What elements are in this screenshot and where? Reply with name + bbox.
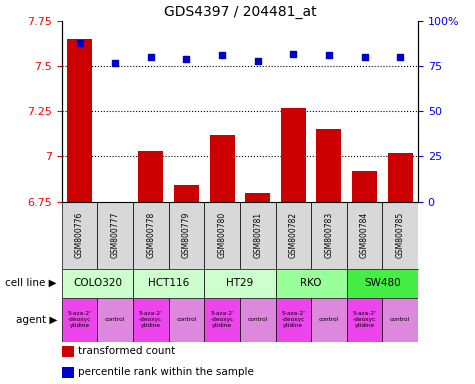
Bar [276, 298, 311, 342]
Point [218, 52, 226, 58]
Bar [97, 298, 133, 342]
Point [325, 52, 332, 58]
Bar [62, 269, 133, 298]
Bar [311, 298, 347, 342]
Bar [281, 108, 306, 202]
Bar [174, 185, 199, 202]
Point [254, 58, 261, 64]
Bar [311, 202, 347, 269]
Text: GSM800778: GSM800778 [146, 212, 155, 258]
Text: GSM800781: GSM800781 [253, 212, 262, 258]
Text: agent ▶: agent ▶ [16, 314, 57, 325]
Text: GSM800783: GSM800783 [324, 212, 333, 258]
Bar [133, 298, 169, 342]
Point [289, 51, 297, 57]
Point [147, 54, 155, 60]
Bar [388, 153, 413, 202]
Text: 5-aza-2'
-deoxyc
ytidine: 5-aza-2' -deoxyc ytidine [210, 311, 234, 328]
Text: control: control [319, 317, 339, 322]
Bar [103, 202, 128, 205]
Bar [62, 346, 74, 357]
Bar [316, 129, 342, 202]
Text: GSM800776: GSM800776 [75, 212, 84, 258]
Bar [169, 298, 204, 342]
Bar [352, 171, 377, 202]
Bar [347, 202, 382, 269]
Point [396, 54, 404, 60]
Bar [347, 269, 418, 298]
Text: HCT116: HCT116 [148, 278, 189, 288]
Bar [204, 298, 240, 342]
Text: cell line ▶: cell line ▶ [5, 278, 57, 288]
Text: RKO: RKO [300, 278, 322, 288]
Bar [133, 202, 169, 269]
Text: SW480: SW480 [364, 278, 401, 288]
Bar [67, 39, 92, 202]
Bar [209, 135, 235, 202]
Point [361, 54, 369, 60]
Text: GSM800784: GSM800784 [360, 212, 369, 258]
Bar [62, 367, 74, 378]
Bar [169, 202, 204, 269]
Text: control: control [390, 317, 410, 322]
Text: transformed count: transformed count [78, 346, 176, 356]
Bar [240, 298, 276, 342]
Bar [62, 202, 97, 269]
Text: 5-aza-2'
-deoxyc
ytidine: 5-aza-2' -deoxyc ytidine [352, 311, 377, 328]
Bar [347, 298, 382, 342]
Bar [382, 202, 418, 269]
Text: GSM800777: GSM800777 [111, 212, 120, 258]
Bar [276, 202, 311, 269]
Point [76, 40, 84, 46]
Bar [204, 202, 240, 269]
Text: GSM800779: GSM800779 [182, 212, 191, 258]
Text: control: control [247, 317, 268, 322]
Title: GDS4397 / 204481_at: GDS4397 / 204481_at [163, 5, 316, 19]
Text: 5-aza-2'
-deoxyc
ytidine: 5-aza-2' -deoxyc ytidine [281, 311, 305, 328]
Text: control: control [176, 317, 197, 322]
Bar [245, 192, 270, 202]
Text: 5-aza-2'
-deoxyc
ytidine: 5-aza-2' -deoxyc ytidine [139, 311, 163, 328]
Bar [138, 151, 163, 202]
Bar [62, 298, 97, 342]
Text: GSM800785: GSM800785 [396, 212, 405, 258]
Bar [133, 269, 204, 298]
Text: control: control [105, 317, 125, 322]
Point [111, 60, 119, 66]
Text: GSM800780: GSM800780 [218, 212, 227, 258]
Bar [240, 202, 276, 269]
Text: percentile rank within the sample: percentile rank within the sample [78, 367, 254, 377]
Bar [204, 269, 276, 298]
Point [182, 56, 190, 62]
Text: HT29: HT29 [226, 278, 254, 288]
Text: GSM800782: GSM800782 [289, 212, 298, 258]
Bar [382, 298, 418, 342]
Text: 5-aza-2'
-deoxyc
ytidine: 5-aza-2' -deoxyc ytidine [67, 311, 92, 328]
Bar [276, 269, 347, 298]
Bar [97, 202, 133, 269]
Text: COLO320: COLO320 [73, 278, 122, 288]
